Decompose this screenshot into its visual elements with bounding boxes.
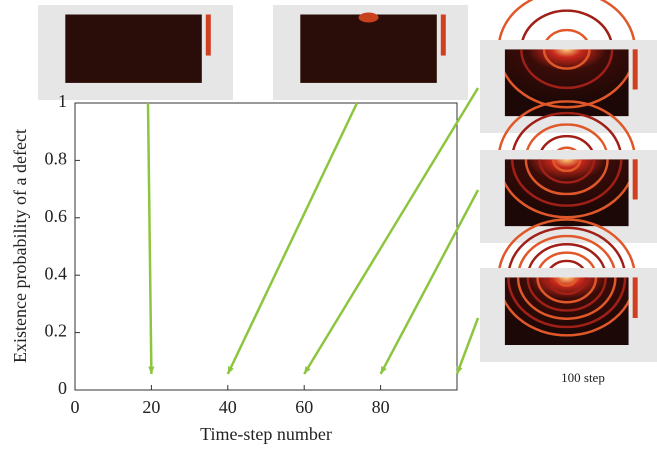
snapshot-label: 100 step: [561, 370, 605, 385]
colorbar: [632, 159, 638, 200]
heatmap-mask: [504, 226, 629, 243]
inset-images: [38, 0, 657, 362]
y-tick-label: 0.6: [45, 206, 68, 226]
x-axis-label: Time-step number: [200, 424, 332, 444]
heatmap-mask: [480, 40, 505, 133]
heatmap-mask: [504, 268, 629, 278]
colorbar: [632, 277, 638, 319]
arrow-head: [456, 366, 463, 374]
x-tick-label: 80: [372, 397, 390, 417]
colorbar: [440, 14, 446, 56]
heatmap-mask: [480, 150, 505, 243]
x-tick-label: 0: [71, 397, 80, 417]
x-tick-label: 40: [219, 397, 237, 417]
y-tick-label: 0.4: [45, 263, 68, 283]
heatmap: [65, 14, 202, 83]
heatmap-mask: [504, 150, 629, 160]
heatmap: [504, 49, 629, 117]
y-tick-label: 1: [58, 91, 67, 111]
heatmap-mask: [504, 345, 629, 362]
arrow-head: [148, 366, 155, 374]
y-axis-label: Existence probability of a defect: [10, 129, 30, 363]
y-tick-label: 0: [58, 378, 67, 398]
y-tick-label: 0.2: [45, 321, 68, 341]
heatmap-mask: [504, 40, 629, 50]
heatmap: [300, 14, 437, 83]
arrow: [455, 317, 480, 375]
arrow-head: [227, 366, 234, 374]
x-tick-label: 20: [142, 397, 160, 417]
colorbar: [632, 49, 638, 90]
arrow: [303, 87, 480, 375]
arrow: [379, 189, 480, 375]
plot-frame: [74, 102, 458, 391]
y-tick-label: 0.8: [45, 149, 68, 169]
arrow: [226, 102, 359, 375]
heatmap-mask: [480, 268, 505, 362]
arrow: [146, 102, 153, 375]
heatmap-spot: [358, 12, 379, 23]
x-tick-label: 60: [295, 397, 313, 417]
arrow-head: [380, 366, 387, 374]
arrow-head: [304, 366, 311, 374]
colorbar: [205, 14, 211, 56]
